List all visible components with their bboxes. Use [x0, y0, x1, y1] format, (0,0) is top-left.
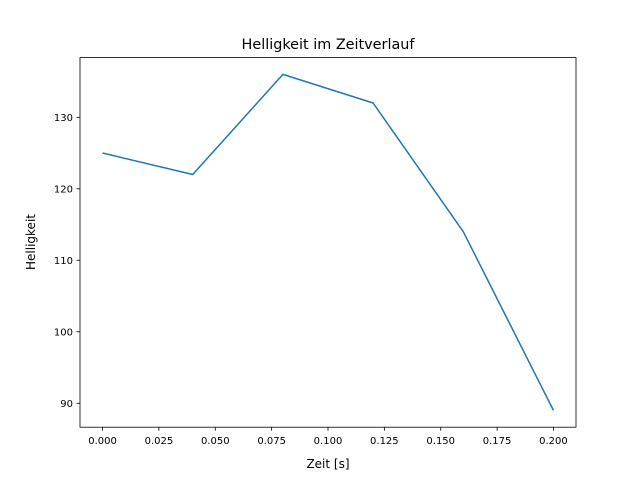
y-axis-label: Helligkeit: [24, 214, 38, 270]
x-tick-label: 0.000: [88, 436, 117, 447]
x-tick-label: 0.150: [426, 436, 455, 447]
x-tick-label: 0.125: [370, 436, 399, 447]
y-tick-label: 90: [60, 399, 73, 410]
plot-area: [80, 58, 576, 428]
chart-title: Helligkeit im Zeitverlauf: [242, 37, 416, 53]
x-tick-label: 0.075: [257, 436, 286, 447]
x-axis-label: Zeit [s]: [306, 457, 349, 471]
x-tick-label: 0.025: [145, 436, 174, 447]
x-tick-label: 0.100: [314, 436, 343, 447]
y-tick-label: 110: [54, 256, 73, 267]
y-tick-label: 100: [54, 327, 73, 338]
x-tick-label: 0.200: [539, 436, 568, 447]
y-tick-label: 130: [54, 113, 73, 124]
x-tick-label: 0.050: [201, 436, 230, 447]
y-tick-label: 120: [54, 184, 73, 195]
x-tick-label: 0.175: [483, 436, 512, 447]
